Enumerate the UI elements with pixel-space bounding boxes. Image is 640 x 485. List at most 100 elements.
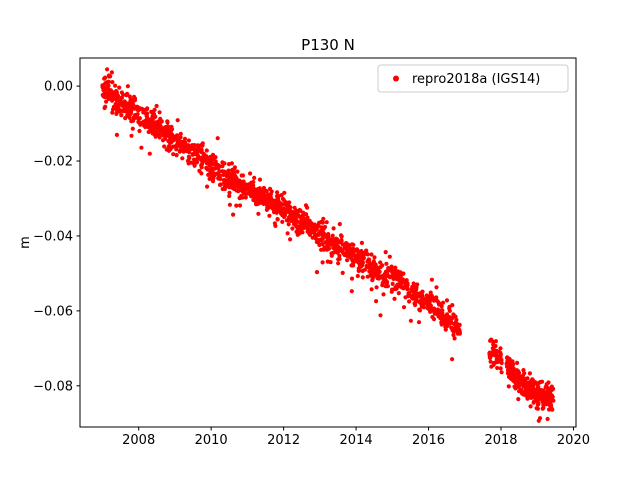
data-point (199, 171, 204, 176)
data-point (166, 145, 171, 150)
data-point (455, 326, 460, 331)
y-tick-label: −0.08 (33, 379, 73, 394)
x-tick-label: 2010 (195, 433, 228, 448)
data-point (455, 322, 460, 327)
data-point (324, 220, 329, 225)
data-point (409, 293, 414, 298)
data-point (529, 383, 534, 388)
data-point (384, 283, 389, 289)
data-point (510, 369, 515, 374)
data-point (307, 232, 313, 237)
data-point (386, 268, 391, 273)
data-point (420, 289, 425, 294)
data-point (360, 268, 365, 274)
data-point (272, 221, 277, 226)
data-point (106, 79, 111, 84)
data-point (243, 195, 248, 200)
data-point (532, 387, 537, 392)
data-point (251, 179, 256, 185)
data-point (276, 194, 281, 199)
data-point (496, 349, 501, 354)
data-point (366, 257, 371, 262)
data-point (125, 84, 130, 89)
data-point (390, 273, 395, 278)
data-point (354, 247, 360, 252)
data-point (416, 320, 422, 325)
data-point (429, 277, 434, 282)
data-point (111, 104, 116, 109)
data-point (535, 402, 541, 407)
data-point (387, 254, 392, 259)
data-point (216, 172, 221, 177)
data-point (118, 101, 123, 106)
scatter-points (100, 67, 556, 423)
data-point (491, 339, 496, 344)
data-point (259, 193, 264, 198)
data-point (113, 83, 118, 88)
data-point (243, 187, 248, 193)
data-point (280, 196, 285, 201)
data-point (360, 250, 365, 255)
data-point (104, 91, 109, 96)
data-point (374, 265, 380, 270)
data-point (448, 320, 453, 326)
data-point (371, 259, 376, 264)
data-point (296, 224, 301, 229)
data-point (424, 300, 429, 305)
data-point (525, 393, 530, 399)
data-point (515, 373, 520, 378)
data-point (356, 254, 361, 259)
data-point (541, 394, 546, 399)
data-point (527, 371, 533, 376)
data-point (232, 185, 237, 190)
data-point (540, 406, 545, 411)
data-point (119, 108, 124, 113)
data-point (451, 332, 456, 338)
data-point (290, 210, 295, 215)
data-point (535, 406, 541, 411)
x-axis-ticks: 2008 2010 2012 2014 2016 2018 2020 (122, 427, 590, 448)
data-point (392, 296, 397, 301)
data-point (285, 206, 290, 212)
data-point (532, 399, 537, 404)
data-point (305, 215, 310, 220)
data-point (515, 360, 520, 365)
data-point (517, 389, 522, 394)
data-point (329, 253, 334, 258)
data-point (360, 259, 365, 264)
data-point (176, 137, 181, 142)
data-point (325, 241, 330, 246)
x-tick-label: 2016 (412, 433, 445, 448)
data-point (153, 134, 158, 139)
data-point (305, 226, 310, 231)
data-point (431, 317, 437, 322)
data-point (117, 85, 122, 90)
data-point (454, 317, 459, 322)
data-point (176, 141, 181, 146)
data-point (498, 346, 503, 351)
data-point (227, 190, 232, 195)
data-point (132, 94, 137, 99)
data-point (355, 258, 360, 263)
data-point (499, 370, 504, 375)
data-point (193, 160, 199, 165)
data-point (199, 149, 204, 154)
data-point (151, 115, 156, 120)
data-point (374, 285, 379, 290)
data-point (419, 304, 424, 309)
data-point (365, 252, 370, 257)
data-point (147, 151, 152, 156)
data-point (516, 397, 521, 402)
data-point (163, 125, 168, 130)
data-point (494, 359, 499, 364)
data-point (325, 236, 330, 241)
data-point (439, 304, 444, 309)
y-tick-label: 0.00 (44, 80, 73, 95)
data-point (159, 119, 164, 124)
data-point (438, 308, 444, 313)
data-point (444, 315, 450, 320)
data-point (276, 208, 282, 214)
data-point (320, 260, 325, 265)
data-point (435, 298, 440, 303)
data-point (356, 268, 361, 273)
